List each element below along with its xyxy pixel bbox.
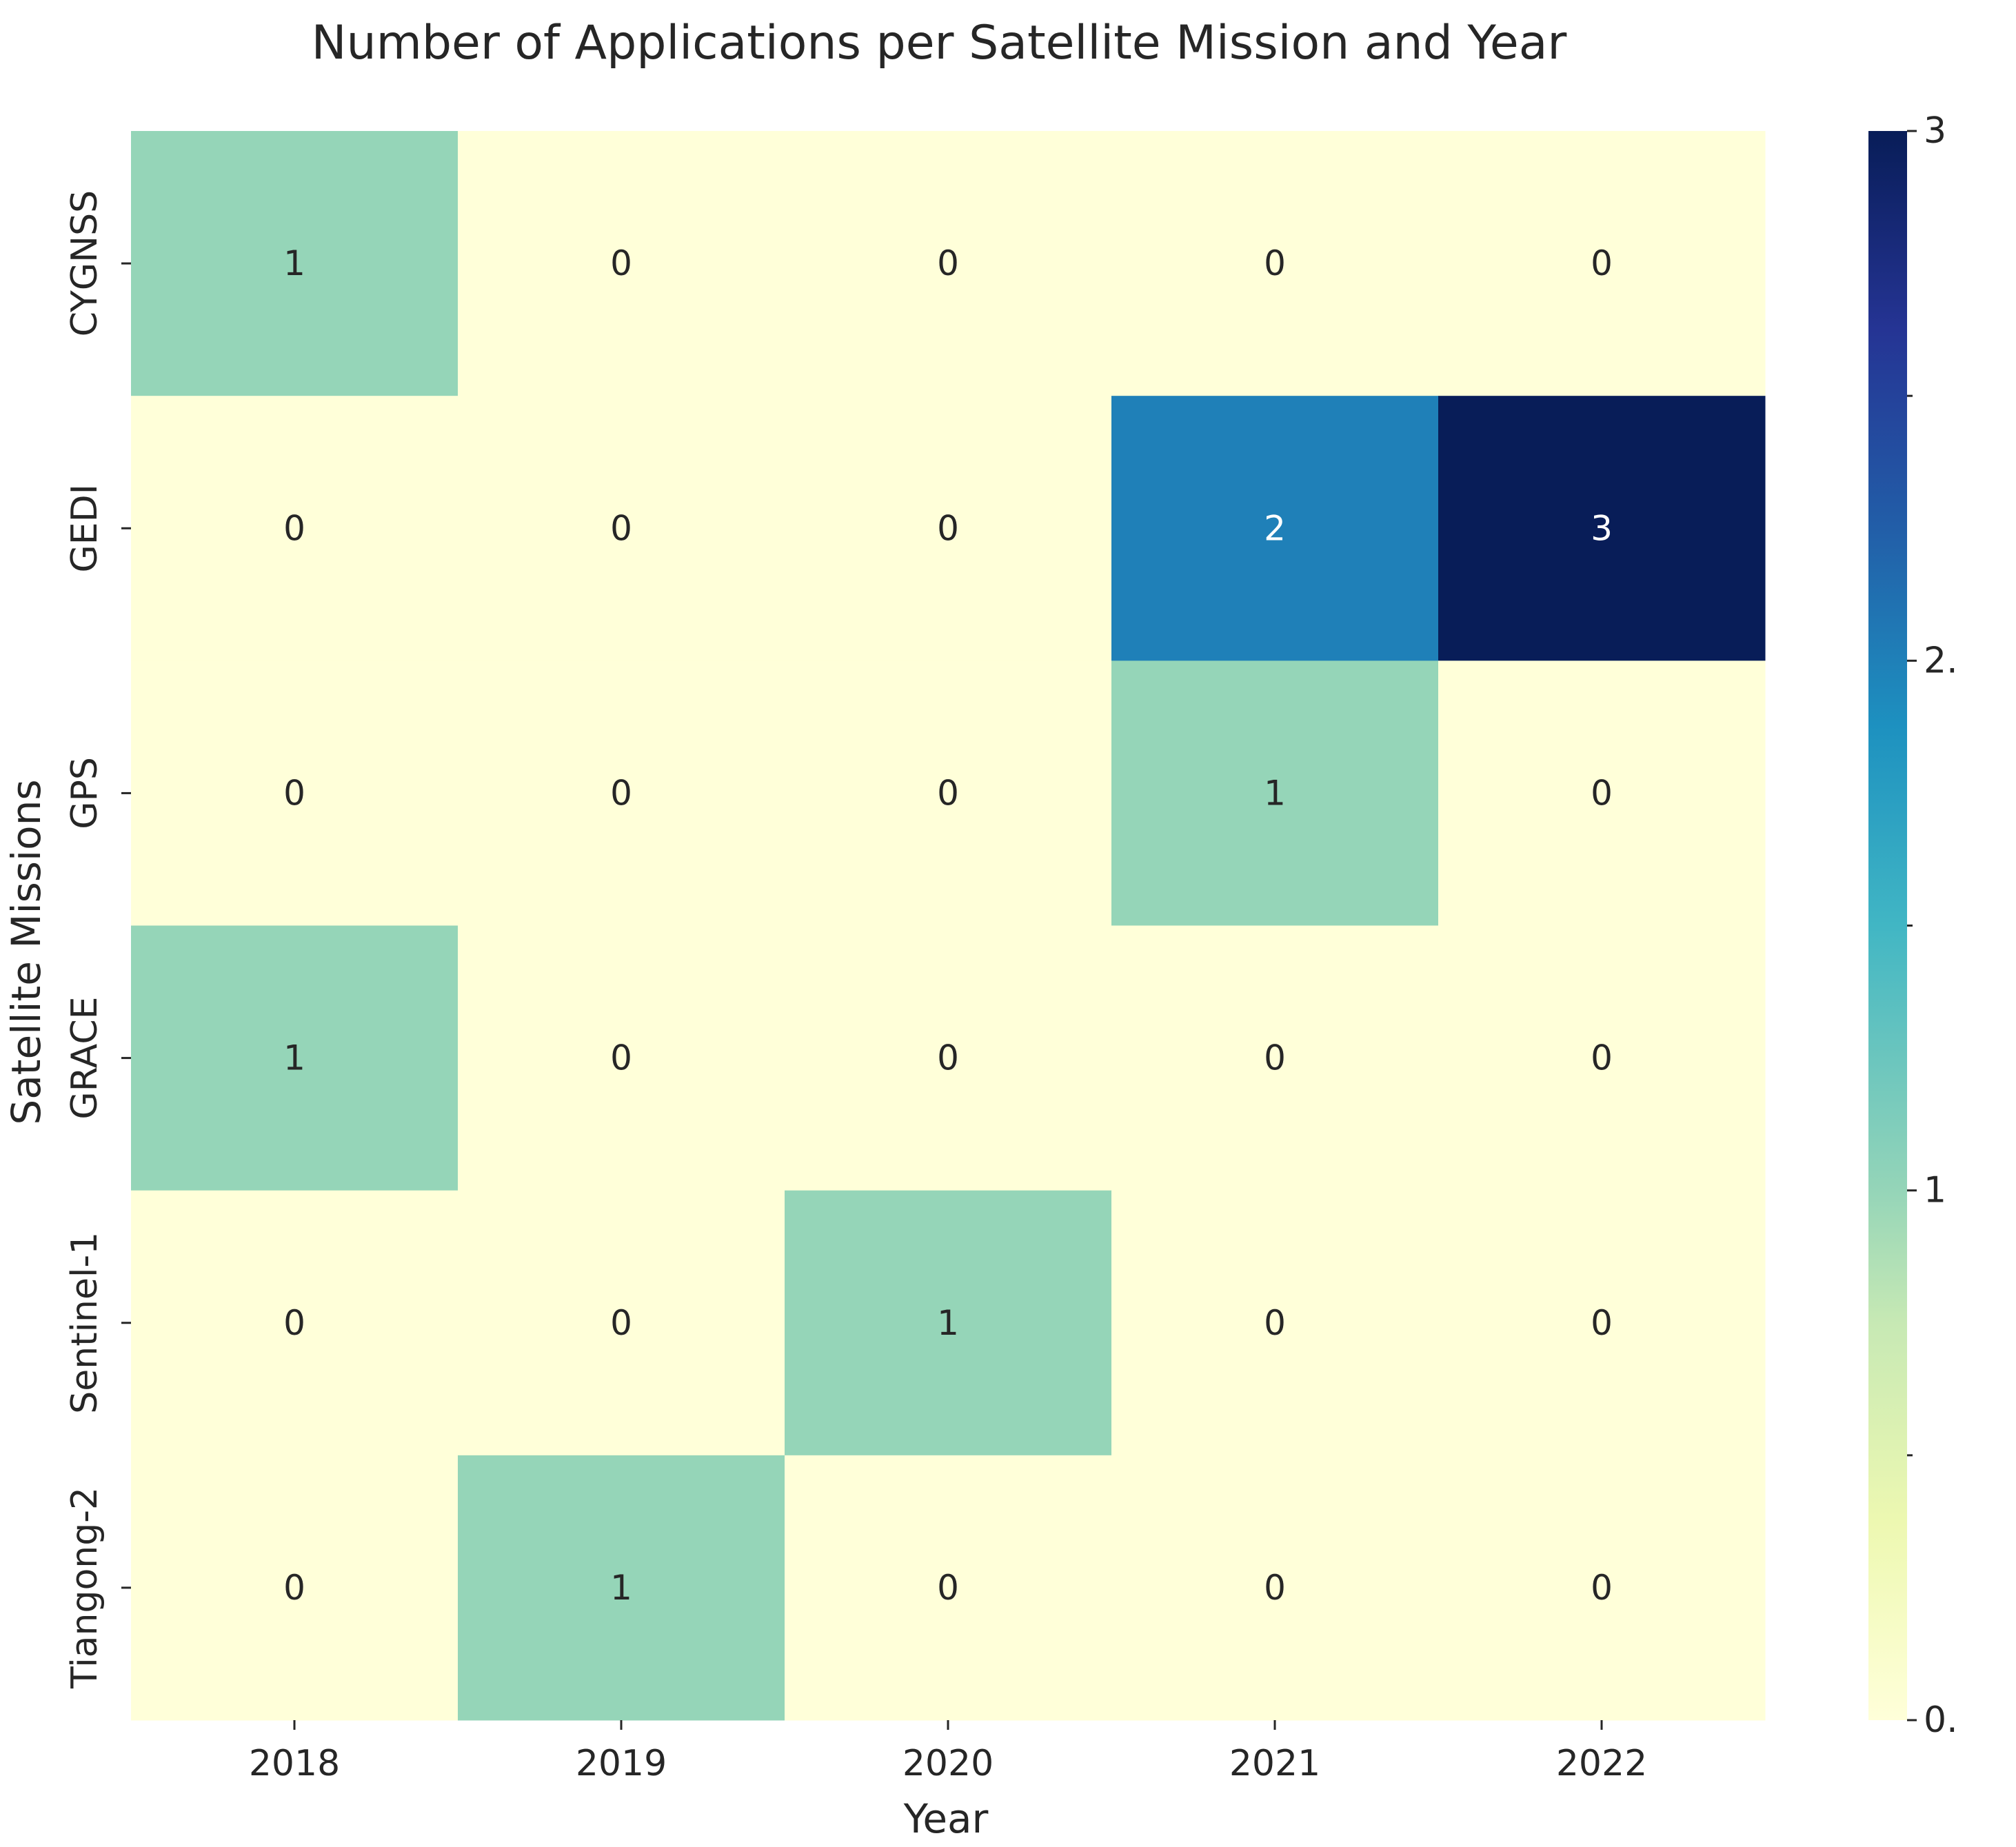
- cell-label: 1: [283, 1038, 305, 1078]
- cell-label: 0: [937, 1038, 959, 1078]
- heatmap-cell-grace-2020: [785, 925, 1112, 1191]
- cell-label: 0: [610, 773, 632, 813]
- y-tick-label: GRACE: [64, 997, 105, 1120]
- heatmap-cell-sentinel-1-2022: [1438, 1190, 1766, 1456]
- heatmap-cell-tiangong-2-2020: [785, 1455, 1112, 1721]
- chart-title: Number of Applications per Satellite Mis…: [312, 16, 1567, 70]
- cell-label: 0: [937, 243, 959, 283]
- cell-label: 0: [937, 1568, 959, 1608]
- colorbar-tick-label: 2.: [1924, 640, 1958, 681]
- x-tick-label: 2021: [1229, 1743, 1320, 1784]
- colorbar-tick-label: 1: [1924, 1170, 1946, 1211]
- cell-label: 0: [1264, 1038, 1286, 1078]
- cell-label: 0: [610, 1038, 632, 1078]
- heatmap-cell-grace-2018: [131, 925, 458, 1191]
- cell-label: 0: [1591, 1568, 1613, 1608]
- cell-label: 0: [283, 1568, 305, 1608]
- heatmap-cell-tiangong-2-2021: [1111, 1455, 1439, 1721]
- heatmap-cell-gedi-2019: [458, 396, 785, 661]
- heatmap-cell-tiangong-2-2018: [131, 1455, 458, 1721]
- cell-label: 0: [937, 508, 959, 548]
- heatmap-cell-gps-2022: [1438, 660, 1766, 926]
- heatmap-cell-gps-2021: [1111, 660, 1439, 926]
- heatmap-cell-cygnss-2018: [131, 131, 458, 396]
- cell-label: 0: [1264, 1568, 1286, 1608]
- colorbar-tick-label: 0.: [1924, 1699, 1958, 1741]
- heatmap-cell-gedi-2021: [1111, 396, 1439, 661]
- cell-label: 0: [1591, 1303, 1613, 1343]
- x-axis-ticks: 2018 2019 2020 2021 2022: [249, 1720, 1647, 1784]
- colorbar-ticks: 0. 1 2. 3: [1907, 110, 1958, 1741]
- cell-label: 0: [1264, 1303, 1286, 1343]
- x-axis-label: Year: [903, 1795, 989, 1842]
- heatmap-cell-cygnss-2020: [785, 131, 1112, 396]
- heatmap-cell-cygnss-2019: [458, 131, 785, 396]
- cell-label: 2: [1264, 508, 1286, 548]
- cell-label: 0: [610, 1303, 632, 1343]
- x-tick-label: 2022: [1556, 1743, 1647, 1784]
- heatmap-cell-gps-2018: [131, 660, 458, 926]
- heatmap-cell-gps-2019: [458, 660, 785, 926]
- colorbar: [1868, 131, 1907, 1720]
- x-tick-label: 2018: [249, 1743, 340, 1784]
- y-tick-label: CYGNSS: [64, 190, 105, 336]
- heatmap-cell-sentinel-1-2019: [458, 1190, 785, 1456]
- cell-label: 0: [283, 508, 305, 548]
- heatmap-cell-cygnss-2021: [1111, 131, 1439, 396]
- colorbar-tick-label: 3: [1924, 110, 1946, 152]
- heatmap-cell-grace-2021: [1111, 925, 1439, 1191]
- cell-label: 0: [283, 773, 305, 813]
- y-tick-label: GEDI: [64, 484, 105, 573]
- cell-label: 1: [1264, 773, 1286, 813]
- heatmap-cell-grace-2019: [458, 925, 785, 1191]
- heatmap-cell-gedi-2020: [785, 396, 1112, 661]
- heatmap-cell-tiangong-2-2019: [458, 1455, 785, 1721]
- heatmap-cell-gedi-2018: [131, 396, 458, 661]
- x-tick-label: 2020: [903, 1743, 994, 1784]
- cell-label: 1: [937, 1303, 959, 1343]
- cell-label: 1: [283, 243, 305, 283]
- heatmap-cell-cygnss-2022: [1438, 131, 1766, 396]
- heatmap-cell-tiangong-2-2022: [1438, 1455, 1766, 1721]
- cell-label: 0: [283, 1303, 305, 1343]
- y-tick-label: Tiangong-2: [64, 1487, 105, 1689]
- heatmap-cells: [131, 131, 1766, 1721]
- heatmap-cell-sentinel-1-2021: [1111, 1190, 1439, 1456]
- cell-label: 0: [937, 773, 959, 813]
- y-tick-label: GPS: [64, 757, 105, 829]
- cell-label: 1: [610, 1568, 632, 1608]
- y-axis-ticks: CYGNSS GEDI GPS GRACE Sentinel-1 Tiangong-2: [64, 190, 131, 1689]
- heatmap-cell-sentinel-1-2020: [785, 1190, 1112, 1456]
- x-tick-label: 2019: [576, 1743, 667, 1784]
- cell-label: 0: [610, 508, 632, 548]
- cell-label: 3: [1591, 508, 1613, 548]
- heatmap-cell-gps-2020: [785, 660, 1112, 926]
- heatmap-cell-gedi-2022: [1438, 396, 1766, 661]
- cell-label: 0: [1264, 243, 1286, 283]
- y-tick-label: Sentinel-1: [64, 1232, 105, 1414]
- heatmap-cell-sentinel-1-2018: [131, 1190, 458, 1456]
- cell-label: 0: [1591, 243, 1613, 283]
- cell-label: 0: [1591, 1038, 1613, 1078]
- heatmap-cell-grace-2022: [1438, 925, 1766, 1191]
- heatmap-annotations: 1 0 0 0 0 0 0 0 2 3 0 0 0 1 0 1 0 0 0 0 0 0 1 0 0 0 1 0 0 0: [283, 243, 1613, 1608]
- y-axis-label: Satellite Missions: [3, 779, 50, 1124]
- cell-label: 0: [610, 243, 632, 283]
- cell-label: 0: [1591, 773, 1613, 813]
